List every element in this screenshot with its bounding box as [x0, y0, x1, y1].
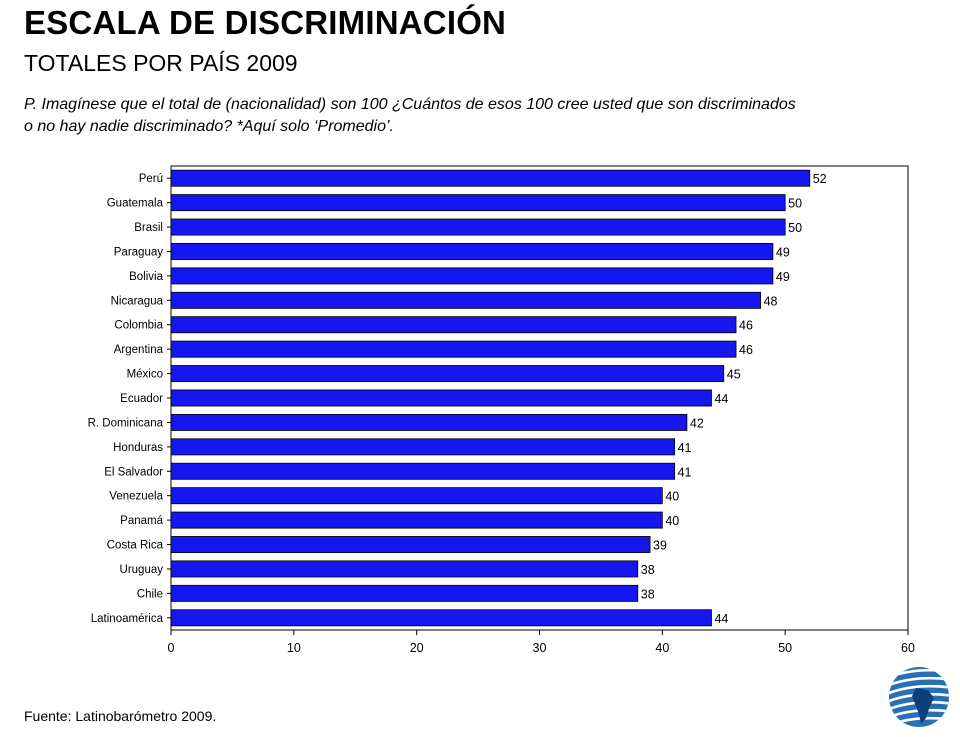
x-tick-label: 10 [287, 641, 301, 655]
bar [170, 560, 639, 578]
bar [170, 511, 663, 529]
bar [170, 340, 737, 358]
category-label: El Salvador [104, 466, 163, 478]
data-label: 41 [678, 441, 692, 455]
x-tick-label: 30 [533, 641, 547, 655]
category-label: Perú [139, 173, 163, 185]
x-tick-label: 0 [168, 641, 175, 655]
data-label: 52 [813, 172, 827, 186]
bar [170, 291, 761, 309]
bar [170, 487, 663, 505]
category-label: R. Dominicana [88, 417, 164, 429]
source-note: Fuente: Latinobarómetro 2009. [24, 708, 217, 724]
category-label: Ecuador [120, 393, 163, 405]
bar [170, 438, 676, 456]
bar [170, 462, 676, 480]
survey-question-line-2: o no hay nadie discriminado? *Aquí solo … [24, 118, 394, 135]
data-label: 49 [776, 270, 790, 284]
category-label: Uruguay [120, 564, 164, 576]
data-label: 40 [665, 514, 679, 528]
survey-question-line-1: P. Imagínese que el total de (nacionalid… [24, 96, 796, 113]
data-label: 46 [739, 319, 753, 333]
category-label: Venezuela [109, 491, 163, 503]
category-label: Paraguay [114, 246, 163, 258]
data-label: 38 [641, 587, 655, 601]
data-label: 42 [690, 416, 704, 430]
category-label: Argentina [114, 344, 164, 356]
category-label: Brasil [134, 222, 163, 234]
category-label: Panamá [120, 515, 163, 527]
data-label: 50 [788, 197, 802, 211]
bar [170, 584, 639, 602]
survey-question: P. Imagínese que el total de (nacionalid… [24, 94, 934, 138]
bar [170, 413, 688, 431]
bar [170, 389, 712, 407]
page-subtitle: TOTALES POR PAÍS 2009 [24, 50, 298, 76]
data-label: 48 [764, 294, 778, 308]
category-label: Latinoamérica [91, 613, 164, 625]
bar [170, 316, 737, 334]
category-label: Nicaragua [111, 295, 164, 307]
data-label: 40 [665, 490, 679, 504]
x-tick-label: 50 [778, 641, 792, 655]
x-tick-label: 40 [655, 641, 669, 655]
page-title: ESCALA DE DISCRIMINACIÓN [24, 4, 507, 41]
bar [170, 609, 712, 627]
category-label: Guatemala [107, 198, 164, 210]
data-label: 46 [739, 343, 753, 357]
bar [170, 365, 725, 383]
data-label: 44 [714, 392, 728, 406]
bar [170, 218, 786, 236]
data-label: 49 [776, 245, 790, 259]
category-label: Honduras [113, 442, 163, 454]
latinobarometro-globe-logo [889, 667, 949, 727]
data-label: 38 [641, 563, 655, 577]
data-label: 44 [714, 612, 728, 626]
category-label: Chile [137, 588, 163, 600]
x-tick-label: 60 [901, 641, 915, 655]
category-label: México [127, 369, 163, 381]
bar [170, 169, 811, 187]
bar [170, 194, 786, 212]
category-label: Costa Rica [107, 540, 164, 552]
data-label: 45 [727, 368, 741, 382]
category-label: Bolivia [129, 271, 163, 283]
data-label: 50 [788, 221, 802, 235]
x-tick-label: 20 [410, 641, 424, 655]
data-label: 41 [678, 465, 692, 479]
bar [170, 536, 651, 553]
bar [170, 243, 774, 260]
category-label: Colombia [114, 320, 163, 332]
data-label: 39 [653, 539, 667, 553]
bar [170, 267, 774, 285]
